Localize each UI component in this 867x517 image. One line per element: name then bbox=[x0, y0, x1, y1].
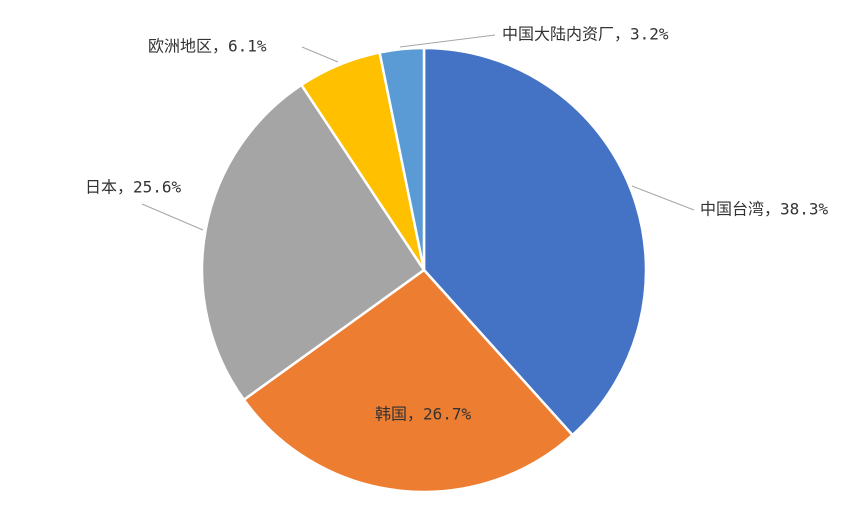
pie-slice bbox=[378, 46, 426, 271]
leader-line bbox=[631, 185, 695, 211]
data-label: 中国台湾，38.3% bbox=[700, 200, 829, 219]
data-label: 中国大陆内资厂，3.2% bbox=[502, 25, 669, 44]
data-label: 欧洲地区，6.1% bbox=[148, 37, 267, 56]
pie-slice bbox=[242, 268, 575, 494]
leader-line bbox=[141, 203, 204, 231]
pie-slice bbox=[422, 46, 648, 437]
data-label: 韩国，26.7% bbox=[375, 405, 472, 424]
data-label: 日本，25.6% bbox=[85, 178, 182, 197]
leader-line bbox=[399, 34, 496, 48]
leader-line bbox=[301, 46, 339, 63]
pie-slice bbox=[200, 83, 426, 402]
